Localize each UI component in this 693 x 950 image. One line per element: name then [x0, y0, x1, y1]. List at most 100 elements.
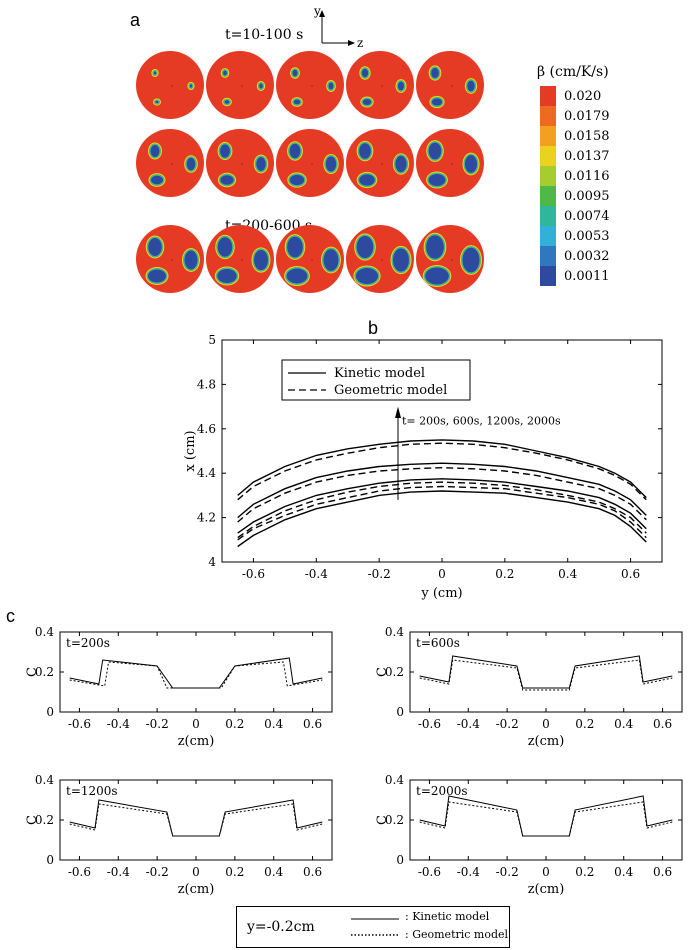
x-tick-label: 0.4 [264, 717, 283, 731]
y-tick-label: 0 [396, 705, 404, 719]
x-tick-label: 0.2 [225, 717, 244, 731]
x-tick-label: -0.4 [305, 567, 329, 581]
y-tick-label: 0 [396, 853, 404, 867]
legend-y-position: y=-0.2cm [247, 919, 315, 935]
disk-r3-c5 [416, 225, 484, 293]
spot1-core [431, 67, 439, 79]
y-tick-label: 0.4 [35, 773, 54, 787]
x-tick-label: -0.6 [68, 717, 91, 731]
x-tick-label: 0.6 [303, 865, 322, 879]
spot2-core [462, 247, 480, 273]
chart-c-t2000: -0.6 -0.4 -0.2 0 0.2 0.4 0.6 0 0.2 0.4 z(cm) Ct=200… [375, 773, 683, 897]
colorbar-swatch [540, 186, 556, 206]
spot3-core [224, 100, 230, 104]
spot1-core [428, 142, 442, 160]
colorbar-tick: 0.020 [564, 89, 601, 104]
chart-c-t600: -0.6 -0.4 -0.2 0 0.2 0.4 0.6 0 0.2 0.4 z(cm) Ct=600… [375, 625, 683, 749]
y-tick-label: 0.2 [35, 665, 54, 679]
colorbar-swatch [540, 226, 556, 246]
spot2-core [328, 82, 334, 90]
series-kinetic-line [419, 795, 673, 837]
spot3-core [151, 175, 163, 185]
spot1-core [150, 145, 160, 157]
y-tick-label: 4 [208, 555, 216, 569]
series-kinetic-line [237, 439, 647, 499]
y-tick-label: 4.8 [197, 377, 216, 391]
series-geometric-line [237, 442, 647, 501]
spot1-core [426, 235, 444, 259]
spot3-core [431, 98, 443, 106]
axis-direction-indicator: y z [313, 4, 363, 50]
series-geometric-line [419, 659, 673, 691]
x-tick-label: 0 [192, 865, 200, 879]
center-dot [380, 258, 384, 262]
axis-label-z: z [357, 36, 363, 50]
disk-r3-c3 [276, 225, 344, 293]
y-axis-label: C [375, 815, 390, 825]
y-axis-label: C [375, 667, 390, 677]
spot2-core [467, 80, 475, 92]
x-tick-label: -0.4 [457, 865, 481, 879]
spot3-core [155, 100, 159, 104]
y-tick-label: 0.2 [385, 813, 404, 827]
x-tick-label: 0.2 [575, 717, 594, 731]
series-geometric-line [419, 801, 673, 837]
legend-b-box [281, 359, 471, 401]
axis-label-y: y [313, 4, 321, 18]
x-axis-label: z(cm) [528, 734, 565, 749]
spot2-core [395, 155, 407, 173]
x-tick-label: 0.6 [303, 717, 322, 731]
colorbar-swatch [540, 266, 556, 286]
disk-r1-c2 [206, 51, 274, 119]
legend-kinetic-label: : Kinetic model [405, 910, 490, 923]
chart-c-t200: -0.6 -0.4 -0.2 0 0.2 0.4 0.6 0 0.2 0.4 z(cm) Ct=200… [25, 625, 333, 749]
colorbar-swatch [540, 146, 556, 166]
center-dot [241, 85, 243, 87]
disk-r1-c1 [136, 51, 204, 119]
disk-r2-c2 [206, 129, 274, 197]
colorbar-swatch [540, 86, 556, 106]
colorbar-tick: 0.0011 [564, 269, 610, 284]
subplot-title: t=1200s [66, 784, 118, 798]
bottom-legend: y=-0.2cm : Kinetic model : Geometric mod… [236, 906, 510, 948]
y-tick-label: 4.4 [197, 466, 216, 480]
y-tick-label: 0.4 [385, 625, 404, 639]
center-dot [310, 258, 314, 262]
y-tick-label: 4.2 [197, 511, 216, 525]
y-tick-label: 0 [46, 705, 54, 719]
x-tick-label: -0.2 [146, 717, 169, 731]
colorbar-tick: 0.0095 [564, 189, 610, 204]
x-tick-label: 0.2 [225, 865, 244, 879]
colorbar-tick: 0.0158 [564, 129, 610, 144]
y-tick-label: 0.2 [385, 665, 404, 679]
spot2-core [397, 81, 405, 91]
x-tick-label: -0.2 [146, 865, 169, 879]
spot1-core [223, 70, 227, 76]
spot1-core [148, 238, 162, 256]
y-tick-label: 0.4 [35, 625, 54, 639]
legend-b-kinetic-label: Kinetic model [334, 366, 425, 381]
x-tick-label: -0.2 [496, 717, 519, 731]
spot1-core [220, 144, 230, 158]
y-tick-label: 4.6 [197, 422, 216, 436]
x-tick-label: -0.6 [418, 717, 441, 731]
x-tick-label: 0.2 [495, 567, 514, 581]
subplot-title: t=200s [66, 636, 110, 650]
spot1-core [359, 143, 371, 159]
x-tick-label: -0.4 [107, 865, 131, 879]
colorbar-title: β (cm/K/s) [537, 64, 609, 80]
legend-lines [351, 918, 399, 936]
x-axis-label: z(cm) [178, 882, 215, 897]
colorbar-tick: 0.0179 [564, 109, 610, 124]
subplot-title: t=600s [416, 636, 460, 650]
spot3-core [220, 175, 234, 185]
colorbar-tick: 0.0032 [564, 249, 610, 264]
spot3-core [425, 267, 449, 285]
y-axis-label: x (cm) [183, 430, 198, 471]
spot1-core [361, 68, 369, 78]
spot3-core [289, 174, 305, 186]
x-tick-label: 0.2 [575, 865, 594, 879]
series-geometric-line [237, 485, 647, 541]
time-arrow-head [395, 406, 401, 419]
x-tick-label: 0.4 [558, 567, 577, 581]
